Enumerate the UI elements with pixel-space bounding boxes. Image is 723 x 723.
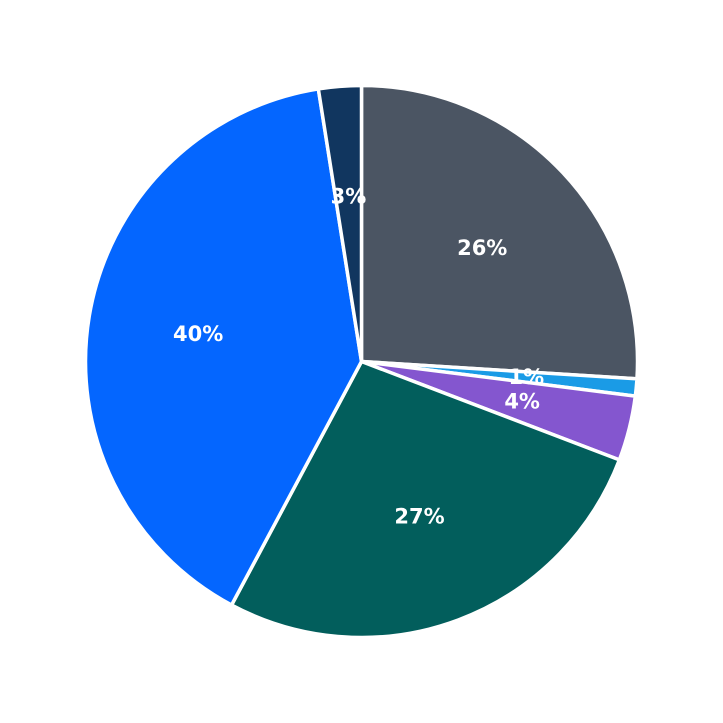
- pie-slice-label-4: 40%: [173, 322, 223, 346]
- pie-slice-3: [229, 359, 622, 640]
- pie-slice-label-1: 1%: [509, 365, 545, 389]
- labels-layer: 26% 1%4% 27% 40% 3%: [173, 184, 544, 528]
- pie-slice-5: [316, 83, 364, 364]
- pie-slice-label-5: 3%: [331, 184, 367, 208]
- pie-slice-label-2: 4%: [504, 390, 540, 414]
- pie-slice-label-0: 26%: [457, 236, 507, 260]
- pie-slice-4: [83, 87, 364, 607]
- pie-slice-0: [359, 83, 640, 381]
- pie-slice-label-3: 27%: [394, 505, 444, 529]
- slices-layer: [83, 83, 640, 640]
